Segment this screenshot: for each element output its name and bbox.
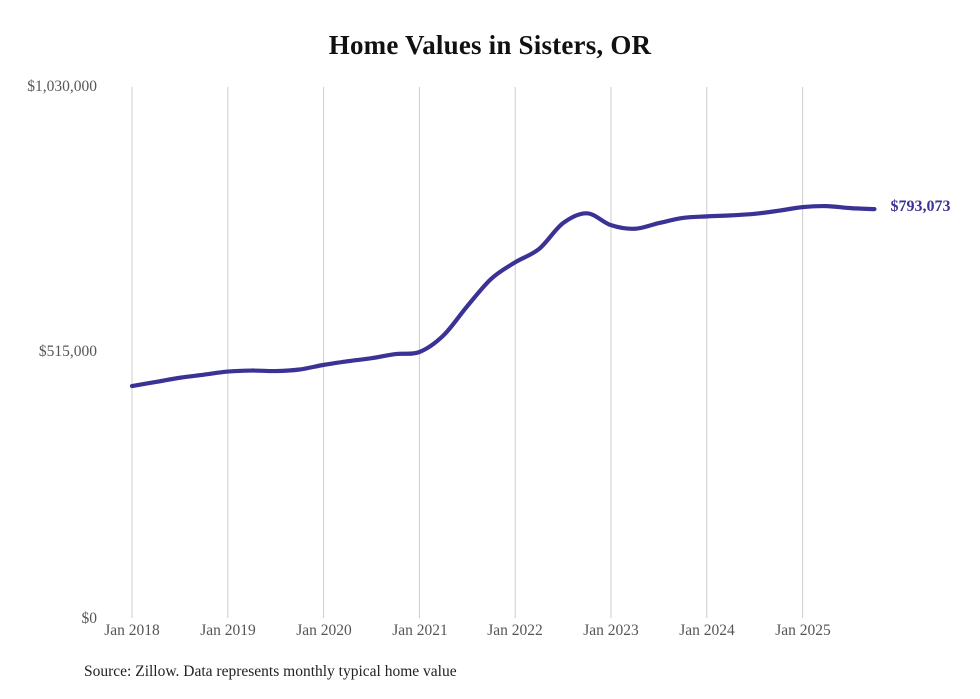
chart-title: Home Values in Sisters, OR xyxy=(328,30,652,60)
y-axis-tick-label-max: $1,030,000 xyxy=(27,78,97,95)
x-axis-tick-label-2020: Jan 2020 xyxy=(296,622,352,639)
x-axis-tick-label-2021: Jan 2021 xyxy=(392,622,448,639)
end-value-annotation: $793,073 xyxy=(890,198,951,216)
series-line-typical-home-value xyxy=(129,203,877,389)
x-axis-tick-label-2023: Jan 2023 xyxy=(583,622,639,639)
x-axis-tick-label-2019: Jan 2019 xyxy=(200,622,256,639)
y-axis-tick-label-mid: $515,000 xyxy=(38,343,97,360)
x-gridlines xyxy=(131,87,804,618)
x-axis-tick-label-2022: Jan 2022 xyxy=(487,622,543,639)
x-axis-tick-label-2018: Jan 2018 xyxy=(104,622,160,639)
y-axis-tick-label-zero: $0 xyxy=(81,610,98,627)
source-note: Source: Zillow. Data represents monthly … xyxy=(84,663,457,680)
x-axis-tick-label-2025: Jan 2025 xyxy=(775,622,831,639)
x-axis-tick-label-2024: Jan 2024 xyxy=(679,622,735,639)
